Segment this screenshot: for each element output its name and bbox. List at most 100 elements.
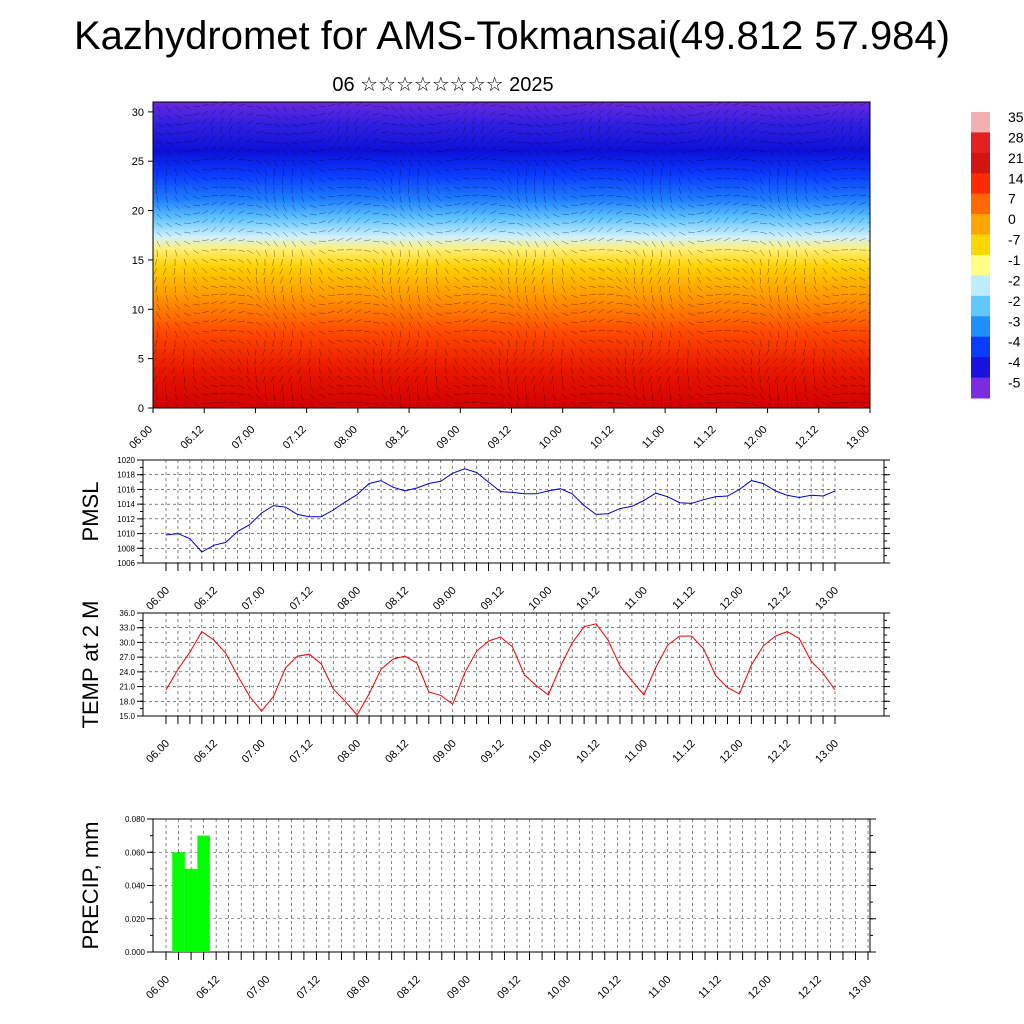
wind-barb	[777, 393, 780, 401]
wind-barb	[201, 348, 207, 355]
wind-barb	[290, 384, 293, 392]
wind-barb	[272, 384, 275, 392]
wind-barb	[812, 357, 815, 365]
wind-barb	[516, 240, 522, 247]
wind-barb	[723, 329, 731, 332]
wind-barb	[849, 392, 857, 395]
wind-barb	[813, 168, 819, 175]
wind-barb	[425, 267, 428, 275]
wind-barb	[264, 249, 268, 257]
wind-barb	[254, 357, 257, 365]
wind-barb	[723, 217, 729, 224]
wind-barb	[318, 112, 326, 116]
wind-barb	[264, 159, 270, 166]
wind-barb	[515, 276, 518, 284]
wind-barb	[291, 168, 294, 176]
wind-barb	[803, 375, 806, 383]
wind-barb	[201, 285, 209, 290]
wind-barb	[561, 249, 567, 256]
wind-barb	[444, 120, 452, 125]
wind-barb	[282, 186, 284, 194]
wind-barb	[219, 201, 227, 206]
wind-barb	[395, 348, 401, 355]
wind-barb	[165, 294, 168, 302]
wind-barb	[390, 177, 393, 185]
wind-barb	[651, 123, 659, 127]
wind-barb	[597, 366, 604, 372]
wind-barb	[867, 129, 870, 134]
wind-barb	[669, 240, 674, 248]
wind-barb	[615, 186, 623, 190]
x-tick-label: 10.12	[595, 974, 623, 1002]
wind-barb	[669, 213, 676, 219]
wind-barb	[786, 123, 794, 128]
wind-barb	[606, 177, 614, 180]
wind-barb	[687, 177, 692, 185]
wind-barb	[246, 375, 251, 383]
wind-barb	[534, 330, 536, 338]
wind-barb	[534, 213, 541, 220]
wind-barb	[651, 105, 656, 113]
wind-barb	[273, 330, 276, 338]
wind-barb	[624, 113, 632, 116]
wind-barb	[759, 402, 765, 408]
y-tick-label: 0.020	[125, 915, 146, 924]
wind-barb	[624, 120, 632, 125]
wind-barb	[659, 285, 662, 293]
wind-barb	[552, 213, 560, 218]
wind-barb	[741, 127, 747, 134]
wind-barb	[336, 301, 344, 305]
wind-barb	[651, 132, 659, 136]
wind-barb	[210, 285, 218, 288]
wind-barb	[741, 203, 749, 206]
wind-barb	[372, 240, 380, 243]
wind-barb	[381, 204, 389, 209]
wind-barb	[165, 393, 168, 401]
wind-barb	[642, 177, 645, 185]
wind-barb	[165, 195, 168, 203]
wind-barb	[192, 159, 200, 162]
wind-barb	[783, 267, 788, 275]
wind-barb	[678, 330, 683, 338]
wind-barb	[291, 285, 293, 293]
wind-barb	[426, 294, 431, 302]
wind-barb	[723, 135, 728, 143]
x-tick-label: 09.12	[495, 974, 523, 1002]
wind-barb	[255, 249, 261, 256]
wind-barb	[633, 231, 641, 234]
wind-barb	[858, 110, 865, 116]
wind-barb	[615, 276, 622, 282]
wind-barb	[372, 249, 380, 254]
wind-barb	[795, 393, 798, 401]
wind-barb	[588, 366, 595, 373]
wind-barb	[210, 357, 216, 364]
wind-barb	[759, 258, 763, 266]
panel-frame	[142, 459, 885, 564]
wind-barb	[633, 294, 639, 301]
wind-barb	[444, 303, 452, 306]
wind-barb	[282, 393, 284, 401]
wind-barb	[801, 366, 806, 374]
wind-barb	[264, 330, 268, 338]
wind-barb	[282, 294, 285, 302]
wind-barb	[588, 357, 594, 364]
wind-barb	[588, 201, 596, 206]
wind-barb	[588, 194, 596, 197]
wind-barb	[354, 117, 359, 125]
wind-barb	[444, 212, 452, 215]
wind-barb	[219, 401, 227, 404]
wind-barb	[228, 366, 234, 373]
wind-barb	[741, 159, 749, 161]
wind-barb	[399, 150, 406, 156]
wind-barb	[273, 240, 278, 248]
wind-barb	[561, 122, 569, 125]
wind-barb	[795, 249, 798, 257]
wind-barb	[354, 126, 358, 134]
wind-barb	[273, 321, 278, 329]
wind-barb	[192, 105, 200, 107]
wind-barb	[462, 194, 470, 197]
wind-barb	[246, 177, 253, 183]
wind-barb	[561, 276, 564, 284]
wind-barb	[237, 330, 245, 333]
wind-barb	[732, 348, 739, 354]
